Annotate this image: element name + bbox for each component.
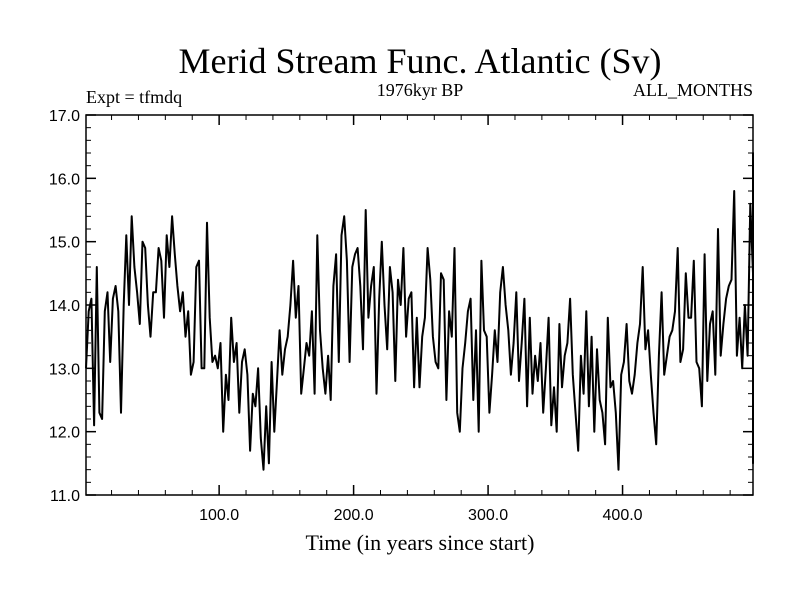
x-axis-ticks: 100.0 200.0 300.0 400.0	[111, 115, 731, 524]
y-axis-ticks: 11.0 12.0 13.0 14.0 15.0 16.0 17.0	[49, 108, 753, 505]
x-tick-label: 100.0	[199, 507, 239, 524]
x-axis-label: Time (in years since start)	[306, 530, 535, 555]
y-tick-label: 11.0	[50, 488, 80, 505]
chart-title: Merid Stream Func. Atlantic (Sv)	[179, 41, 662, 81]
period-label: 1976kyr BP	[377, 80, 464, 100]
x-tick-label: 400.0	[603, 507, 643, 524]
y-tick-label: 12.0	[49, 425, 80, 442]
y-tick-label: 17.0	[49, 108, 80, 125]
x-tick-label: 300.0	[468, 507, 508, 524]
data-series-line	[85, 152, 754, 471]
y-tick-label: 13.0	[49, 361, 80, 378]
months-label: ALL_MONTHS	[633, 80, 753, 100]
experiment-label: Expt = tfmdq	[86, 87, 182, 107]
y-tick-label: 15.0	[49, 235, 80, 252]
y-tick-label: 14.0	[49, 298, 80, 315]
y-tick-label: 16.0	[49, 171, 80, 188]
plot-frame	[85, 114, 754, 496]
x-tick-label: 200.0	[334, 507, 374, 524]
